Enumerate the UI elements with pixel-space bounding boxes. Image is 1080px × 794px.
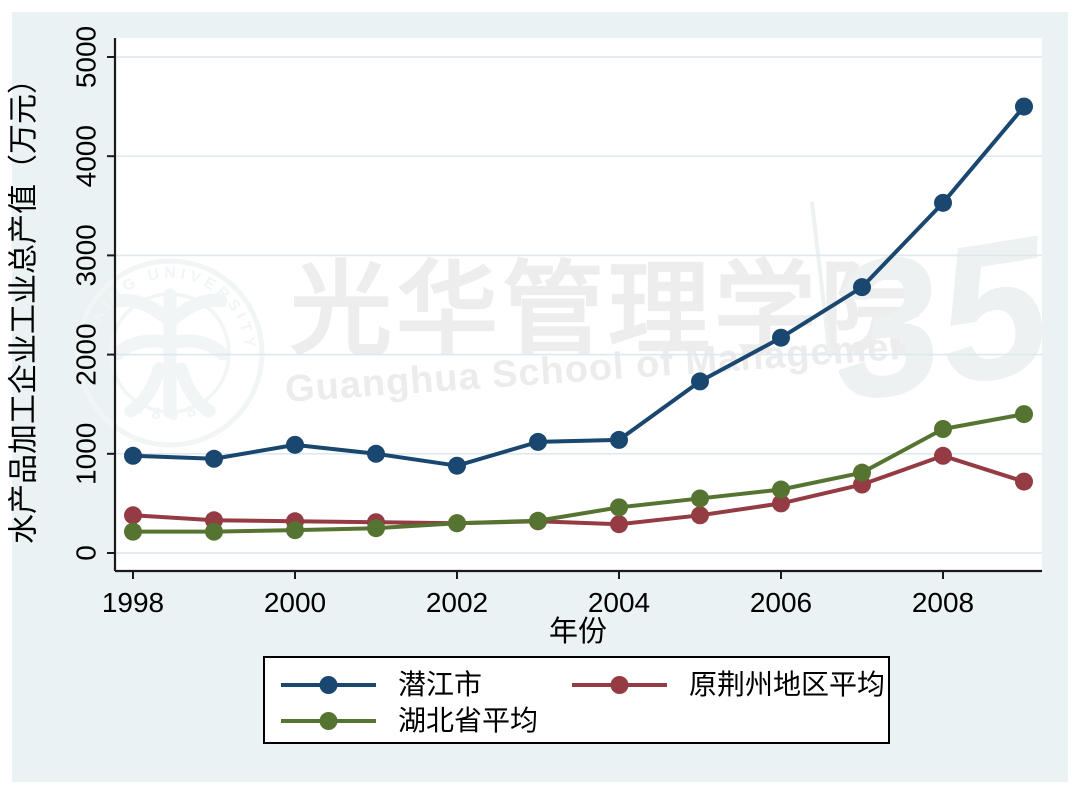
x-tick-label: 2008 [912,587,974,618]
legend-item-qianjiang: 潜江市 [279,669,483,700]
x-tick-label: 2004 [588,587,650,618]
legend-label: 湖北省平均 [398,705,539,736]
watermark-divider [810,201,832,359]
y-axis-title: 水产品加工企业工业总产值（万元） [8,64,41,544]
data-point [853,463,871,482]
series-layer [124,97,1033,541]
legend-swatch-line [281,712,376,730]
data-point [448,514,466,533]
axes-layer [107,38,1042,579]
watermark-calligraphy: 光华管理学院 [290,253,926,367]
plot-area [115,38,1042,571]
x-tick-label: 2000 [264,587,326,618]
legend-item-jingzhou-average: 原荆州地区平均 [570,669,886,700]
data-point [853,278,871,297]
y-tick-label: 3000 [71,224,102,286]
tick-labels-layer: 0 1000 2000 3000 4000 5000 1998 2000 2002 2004 200… [71,26,975,618]
data-point [1015,472,1033,491]
data-point [205,522,223,541]
x-tick-label: 1998 [102,587,164,618]
data-point [610,498,628,517]
data-point [124,506,142,525]
data-point [934,446,952,465]
y-tick-label: 0 [71,545,102,561]
data-point [610,430,628,449]
data-point [1015,405,1033,424]
data-point [367,519,385,538]
data-point [772,494,790,513]
data-point [448,456,466,475]
legend-item-hubei-average: 湖北省平均 [279,705,539,736]
data-point [124,446,142,465]
legend-label: 潜江市 [398,669,483,700]
data-point [286,521,304,540]
y-tick-label: 1000 [71,423,102,485]
data-point [691,489,709,508]
watermark-anniversary-numeral: 35 [814,194,1065,444]
x-tick-label: 2006 [750,587,812,618]
data-point [529,432,547,451]
data-point [1015,97,1033,116]
legend-box: 潜江市 原荆州地区平均 湖北省平均 [263,656,890,744]
data-point [934,193,952,212]
series-line-1 [132,453,1025,527]
data-point [934,420,952,438]
seal-outer-circle [75,258,265,448]
data-point [610,515,628,534]
y-tick-label: 5000 [71,26,102,88]
seal-glyph [110,288,230,419]
gridlines-layer [115,56,1042,554]
data-point [772,328,790,347]
y-tick-label: 4000 [71,125,102,187]
data-point [772,480,790,499]
data-point [124,522,142,541]
data-point [205,449,223,468]
legend-label: 原荆州地区平均 [689,669,886,700]
data-point [691,372,709,391]
legend-swatch-line [281,676,376,694]
series-line-2 [133,412,1025,534]
x-axis-title: 年份 [549,615,607,648]
series-line-0 [132,105,1026,468]
x-tick-label: 2002 [426,587,488,618]
data-point [286,435,304,454]
data-point [529,511,547,530]
y-tick-label: 2000 [71,323,102,385]
legend-swatch-line [572,676,667,694]
data-point [691,506,709,525]
data-point [367,444,385,463]
